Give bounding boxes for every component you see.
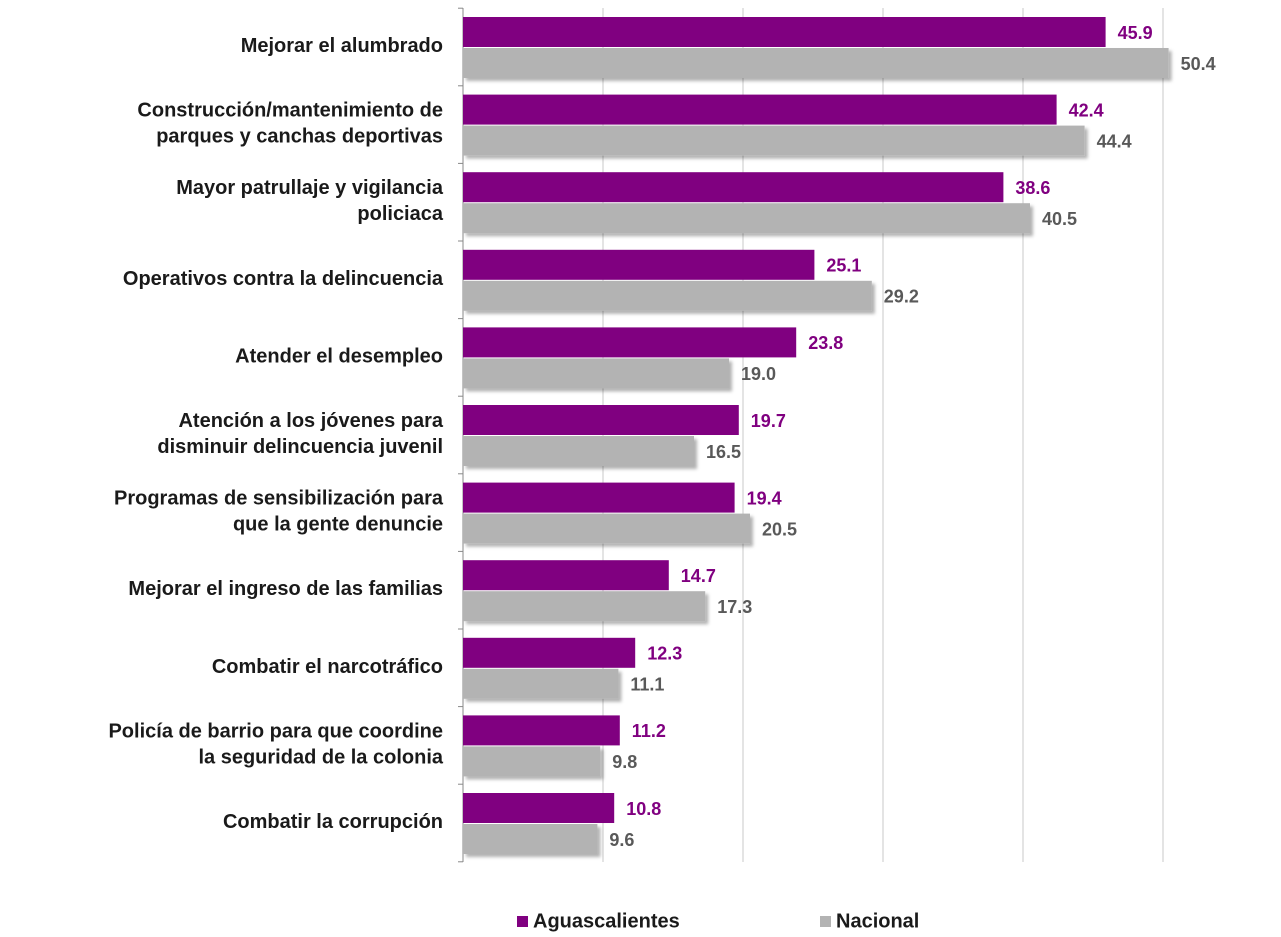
bar [463, 125, 1085, 156]
category-label: Operativos contra la delincuencia [123, 268, 444, 290]
value-label: 44.4 [1097, 131, 1132, 151]
bar [463, 327, 797, 358]
value-label: 10.8 [626, 799, 661, 819]
category-line: la seguridad de la colonia [198, 747, 443, 769]
category-label: Mayor patrullaje y vigilancia policiaca [176, 177, 444, 225]
value-label: 19.0 [741, 364, 776, 384]
category-line: parques y canchas deportivas [156, 126, 443, 148]
legend-label: Aguascalientes [533, 910, 680, 932]
bar [463, 17, 1106, 47]
value-label: 25.1 [826, 256, 861, 276]
legend-swatch [820, 916, 831, 927]
value-label: 23.8 [808, 333, 843, 353]
category-label: Mejorar el alumbrado [241, 35, 443, 57]
bar [463, 637, 636, 668]
bar [463, 405, 739, 435]
category-label: Atender el desempleo [235, 346, 443, 368]
value-label: 16.5 [706, 442, 741, 462]
bar [463, 203, 1030, 234]
value-label: 38.6 [1015, 178, 1050, 198]
value-label: 29.2 [884, 287, 919, 307]
category-label: Combatir la corrupción [223, 811, 443, 833]
value-label: 20.5 [762, 519, 797, 539]
category-label: Policía de barrio para que coordine la se… [108, 721, 443, 769]
bar [463, 668, 619, 699]
value-label: 17.3 [717, 597, 752, 617]
value-label: 40.5 [1042, 209, 1077, 229]
bar [463, 715, 620, 746]
bar [463, 482, 735, 513]
category-label: Construcción/mantenimiento de parques y c… [137, 100, 443, 148]
value-label: 12.3 [647, 644, 682, 664]
value-label: 9.6 [609, 830, 634, 850]
category-label: Programas de sensibilización para que la … [114, 488, 444, 536]
category-line: Mayor patrullaje y vigilancia [176, 177, 444, 199]
category-label: Atención a los jóvenes para disminuir del… [157, 410, 444, 458]
value-label: 19.4 [747, 488, 782, 508]
legend-swatch [517, 916, 528, 927]
value-label: 50.4 [1181, 54, 1216, 74]
value-label: 45.9 [1118, 23, 1153, 43]
category-line: Atención a los jóvenes para [178, 410, 443, 432]
bar [463, 249, 815, 280]
category-line: Combatir el narcotráfico [212, 656, 443, 678]
legend-label: Nacional [836, 910, 919, 932]
bar [463, 358, 729, 389]
bar [463, 560, 669, 591]
value-label: 11.2 [632, 721, 666, 741]
category-line: disminuir delincuencia juvenil [157, 436, 443, 458]
value-label: 14.7 [681, 566, 716, 586]
category-line: Mejorar el ingreso de las familias [128, 578, 443, 600]
category-line: Operativos contra la delincuencia [123, 268, 444, 290]
category-label: Combatir el narcotráfico [212, 656, 443, 678]
category-line: Policía de barrio para que coordine [108, 721, 443, 743]
bar [463, 824, 598, 854]
bar [463, 591, 706, 622]
bar [463, 746, 601, 777]
bar [463, 94, 1057, 125]
value-label: 9.8 [612, 752, 637, 772]
bar [463, 172, 1004, 203]
value-label: 19.7 [751, 411, 786, 431]
category-line: Programas de sensibilización para [114, 488, 444, 510]
bar [463, 48, 1169, 78]
category-line: que la gente denuncie [233, 514, 443, 536]
category-line: Construcción/mantenimiento de [137, 100, 443, 122]
category-line: Mejorar el alumbrado [241, 35, 443, 57]
bar [463, 436, 694, 466]
value-label: 42.4 [1069, 100, 1104, 120]
bar [463, 793, 615, 823]
value-label: 11.1 [630, 675, 664, 695]
bar [463, 280, 872, 311]
category-line: Atender el desempleo [235, 346, 443, 368]
bar [463, 513, 750, 544]
category-label: Mejorar el ingreso de las familias [128, 578, 443, 600]
category-line: policiaca [357, 203, 443, 225]
category-line: Combatir la corrupción [223, 811, 443, 833]
